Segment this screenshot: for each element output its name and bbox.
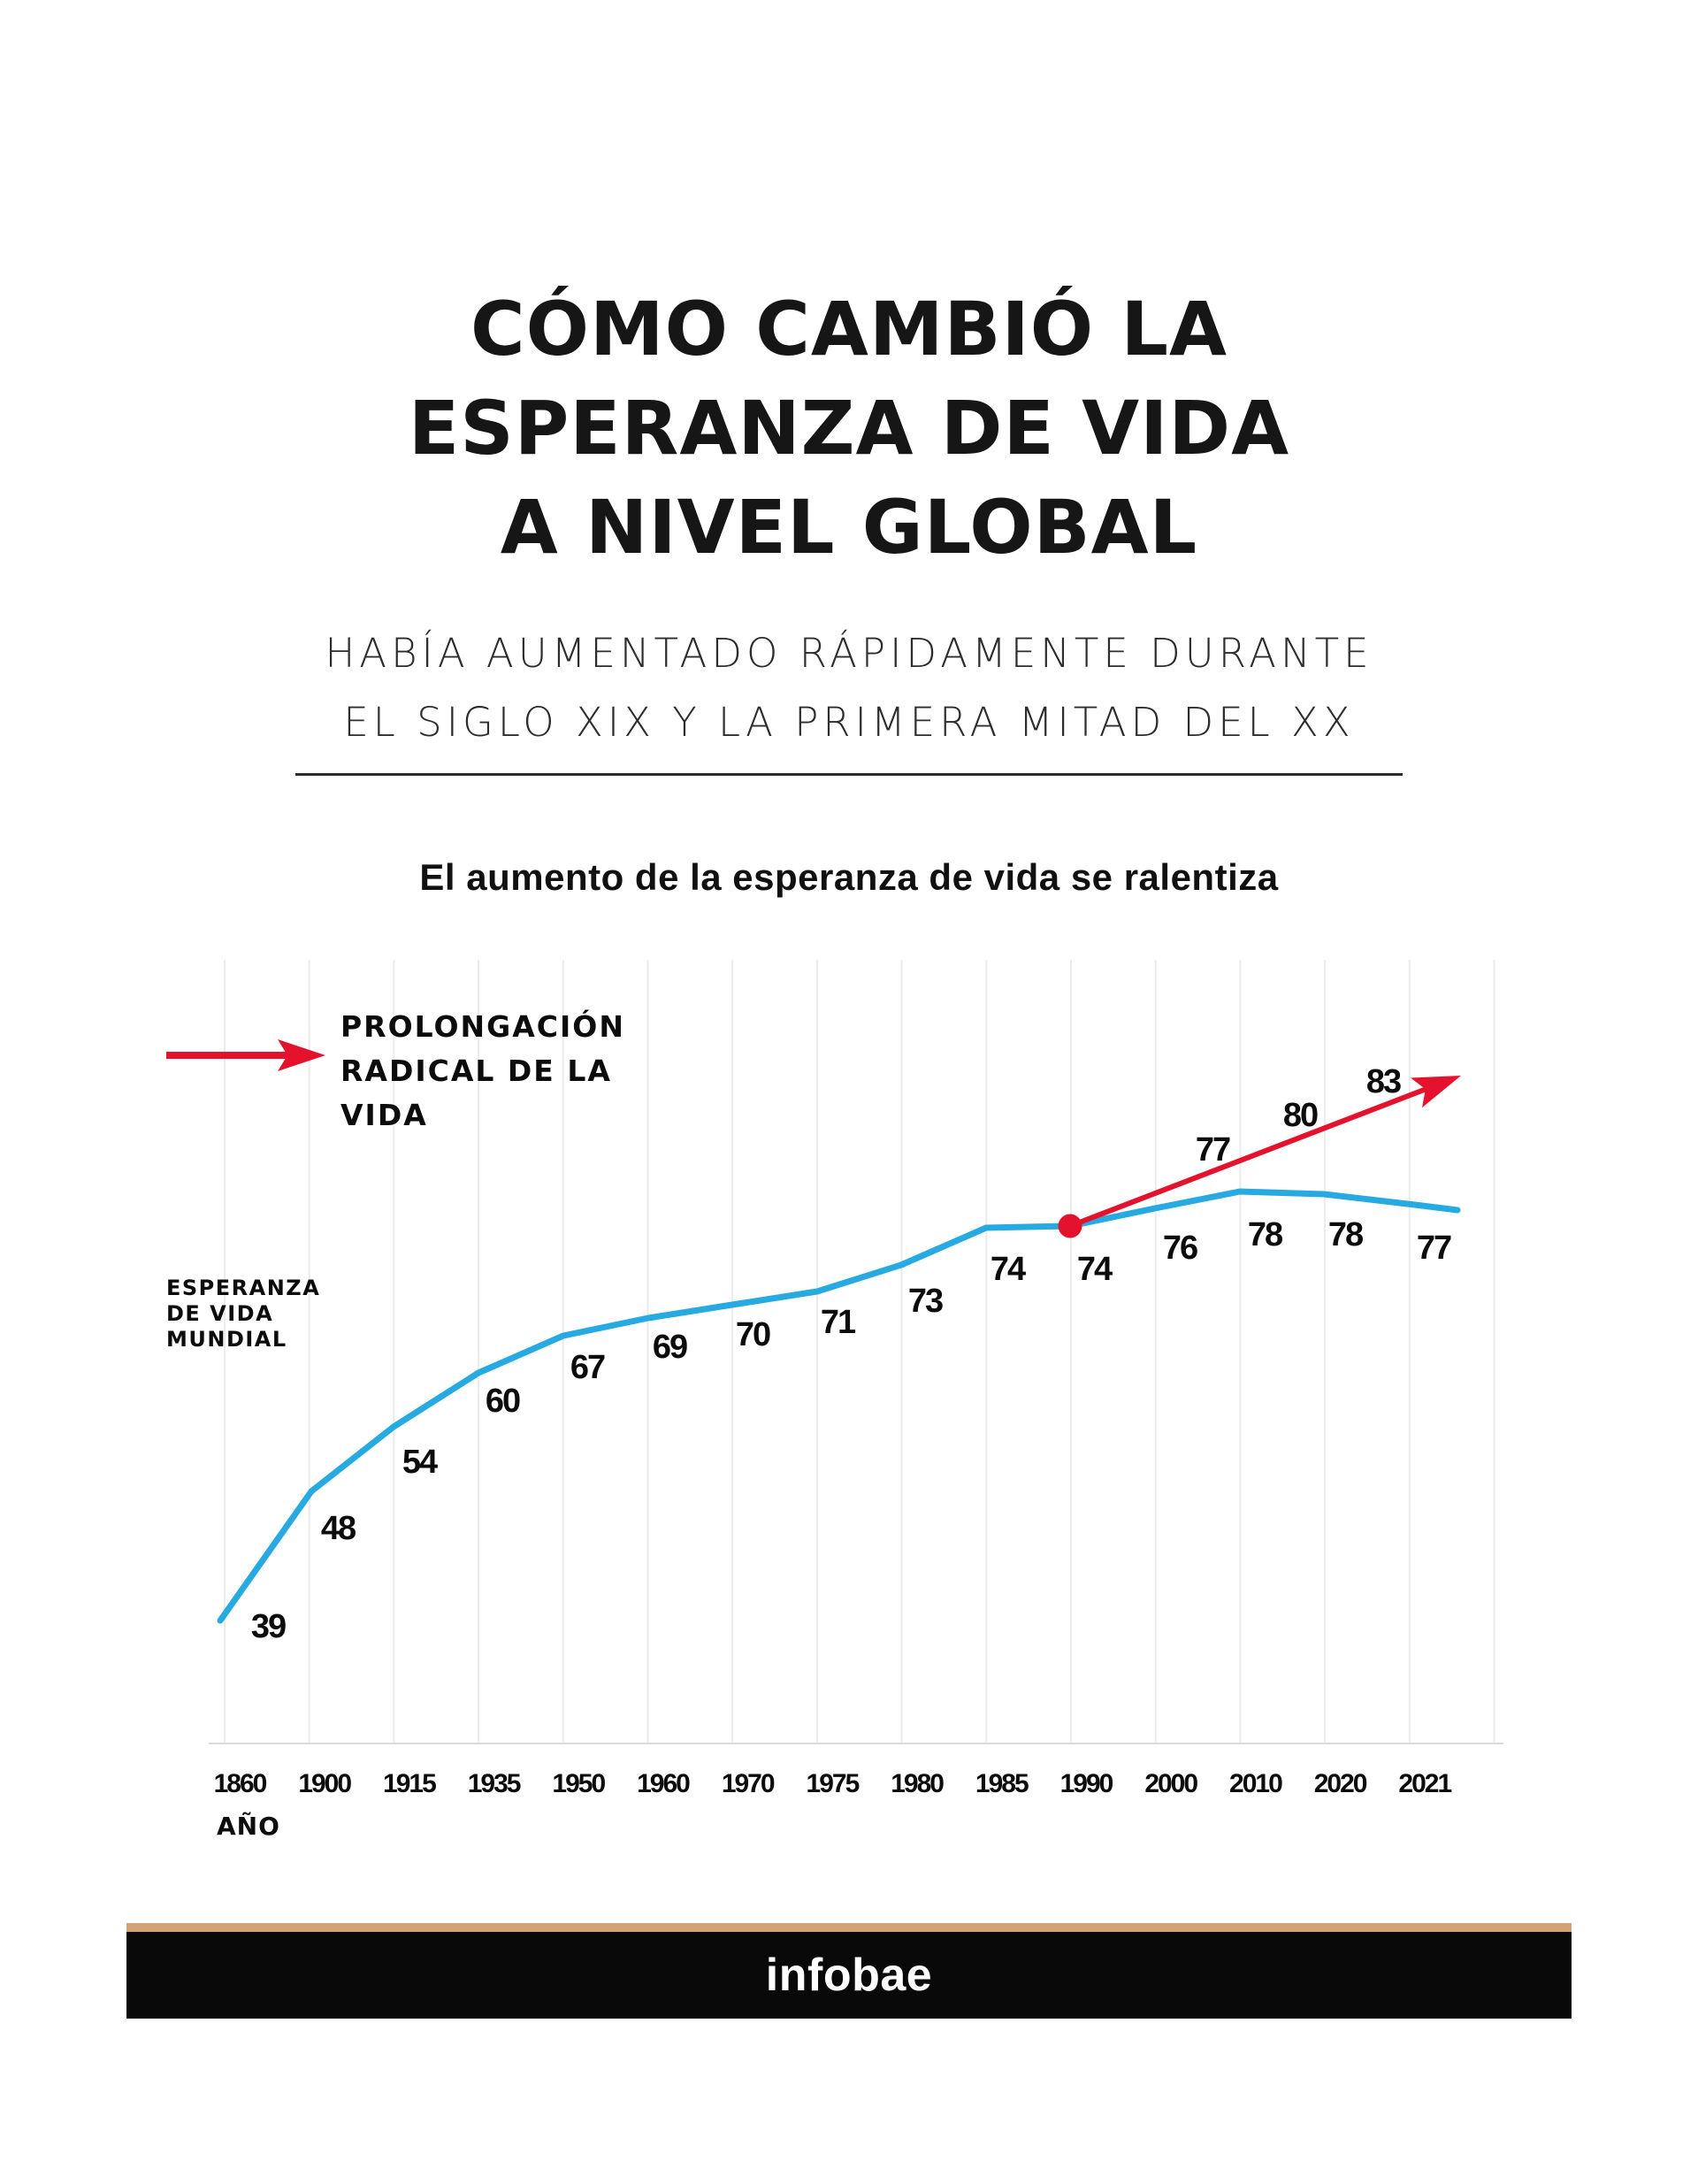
svg-text:1960: 1960 <box>637 1769 690 1798</box>
footer-accent-bar <box>126 1923 1572 1932</box>
svg-text:MUNDIAL: MUNDIAL <box>166 1327 287 1352</box>
page-subtitle-line-1: HABÍA AUMENTADO RÁPIDAMENTE DURANTE <box>325 630 1373 677</box>
svg-text:77: 77 <box>1417 1230 1451 1267</box>
svg-text:AÑO: AÑO <box>217 1811 280 1841</box>
legend-text: PROLONGACIÓN RADICAL DE LA VIDA <box>340 1008 625 1132</box>
gridlines <box>224 960 1495 1743</box>
page-subtitle-line-2: EL SIGLO XIX Y LA PRIMERA MITAD DEL XX <box>343 699 1355 746</box>
svg-text:74: 74 <box>1077 1251 1113 1288</box>
svg-text:78: 78 <box>1248 1216 1282 1253</box>
svg-text:PROLONGACIÓN: PROLONGACIÓN <box>340 1008 625 1044</box>
page-title-line-1: CÓMO CAMBIÓ LA <box>470 286 1228 372</box>
svg-text:1860: 1860 <box>214 1769 267 1798</box>
svg-text:2021: 2021 <box>1398 1769 1451 1798</box>
page-title-line-3: A NIVEL GLOBAL <box>500 484 1198 571</box>
svg-text:76: 76 <box>1163 1230 1197 1267</box>
svg-text:1970: 1970 <box>722 1769 775 1798</box>
svg-text:48: 48 <box>321 1510 356 1547</box>
svg-text:1915: 1915 <box>383 1769 436 1798</box>
svg-text:71: 71 <box>821 1304 856 1341</box>
svg-text:83: 83 <box>1366 1063 1401 1100</box>
divider-line <box>295 773 1403 776</box>
svg-text:1975: 1975 <box>807 1769 860 1798</box>
page-subtitle: HABÍA AUMENTADO RÁPIDAMENTE DURANTE EL S… <box>0 619 1698 757</box>
svg-text:RADICAL DE LA: RADICAL DE LA <box>340 1054 612 1088</box>
svg-text:60: 60 <box>486 1383 520 1420</box>
svg-text:67: 67 <box>570 1349 605 1386</box>
svg-text:54: 54 <box>402 1444 438 1481</box>
projection-value-labels: 77 80 83 <box>1196 1063 1403 1169</box>
svg-text:74: 74 <box>990 1251 1026 1288</box>
red-arrow-right-icon <box>166 1039 325 1071</box>
svg-text:1990: 1990 <box>1060 1769 1113 1798</box>
chart-title: El aumento de la esperanza de vida se ra… <box>419 856 1279 898</box>
year-axis-labels: 1860 1900 1915 1935 1950 1960 1970 1975 1980 1985… <box>214 1769 1454 1798</box>
blue-line-series <box>217 1188 1461 1624</box>
projection-start-dot <box>1058 1214 1082 1238</box>
page-title: CÓMO CAMBIÓ LA ESPERANZA DE VIDA A NIVEL… <box>0 280 1698 577</box>
svg-text:78: 78 <box>1328 1216 1363 1253</box>
svg-text:70: 70 <box>736 1316 770 1353</box>
svg-text:1900: 1900 <box>298 1769 351 1798</box>
svg-text:39: 39 <box>251 1608 286 1645</box>
page-title-line-2: ESPERANZA DE VIDA <box>408 385 1290 471</box>
svg-text:2000: 2000 <box>1144 1769 1197 1798</box>
projection-arrow <box>1067 1076 1461 1229</box>
svg-text:2010: 2010 <box>1229 1769 1282 1798</box>
value-labels: 39 48 54 60 67 69 70 71 73 74 74 76 78 78 77 <box>251 1216 1453 1645</box>
svg-text:1950: 1950 <box>552 1769 605 1798</box>
svg-text:VIDA: VIDA <box>340 1098 428 1132</box>
svg-text:73: 73 <box>908 1283 943 1320</box>
svg-text:1985: 1985 <box>975 1769 1029 1798</box>
svg-text:2020: 2020 <box>1314 1769 1367 1798</box>
infobae-logo: infobae <box>765 1950 933 2001</box>
footer: infobae <box>126 1923 1572 2019</box>
svg-text:ESPERANZA: ESPERANZA <box>166 1276 320 1300</box>
svg-text:1980: 1980 <box>891 1769 944 1798</box>
svg-text:80: 80 <box>1283 1097 1318 1134</box>
svg-text:1935: 1935 <box>468 1769 521 1798</box>
svg-text:77: 77 <box>1196 1131 1230 1169</box>
footer-bar: infobae <box>126 1932 1572 2019</box>
svg-text:69: 69 <box>653 1329 687 1366</box>
svg-text:DE VIDA: DE VIDA <box>166 1301 273 1326</box>
x-axis-title: AÑO <box>217 1811 280 1841</box>
